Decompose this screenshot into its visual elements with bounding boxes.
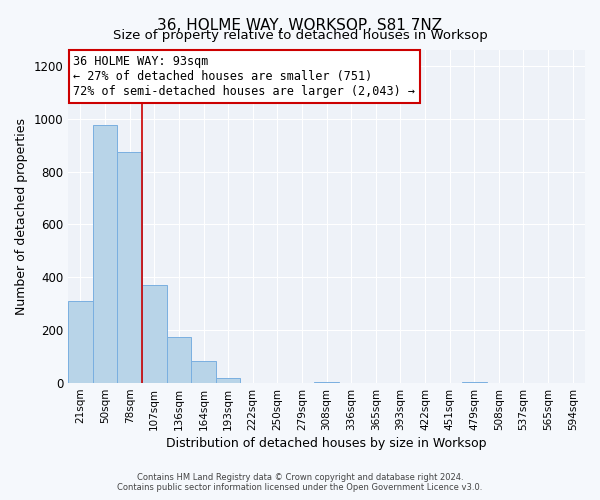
Bar	[216, 378, 241, 383]
Bar	[462, 382, 487, 383]
Bar	[93, 126, 118, 383]
X-axis label: Distribution of detached houses by size in Worksop: Distribution of detached houses by size …	[166, 437, 487, 450]
Text: Size of property relative to detached houses in Worksop: Size of property relative to detached ho…	[113, 29, 487, 42]
Text: 36, HOLME WAY, WORKSOP, S81 7NZ: 36, HOLME WAY, WORKSOP, S81 7NZ	[157, 18, 443, 32]
Y-axis label: Number of detached properties: Number of detached properties	[15, 118, 28, 315]
Bar	[142, 286, 167, 383]
Bar	[314, 382, 339, 383]
Bar	[167, 337, 191, 383]
Bar	[191, 360, 216, 383]
Text: 36 HOLME WAY: 93sqm
← 27% of detached houses are smaller (751)
72% of semi-detac: 36 HOLME WAY: 93sqm ← 27% of detached ho…	[73, 55, 415, 98]
Bar	[118, 152, 142, 383]
Text: Contains HM Land Registry data © Crown copyright and database right 2024.
Contai: Contains HM Land Registry data © Crown c…	[118, 473, 482, 492]
Bar	[68, 301, 93, 383]
